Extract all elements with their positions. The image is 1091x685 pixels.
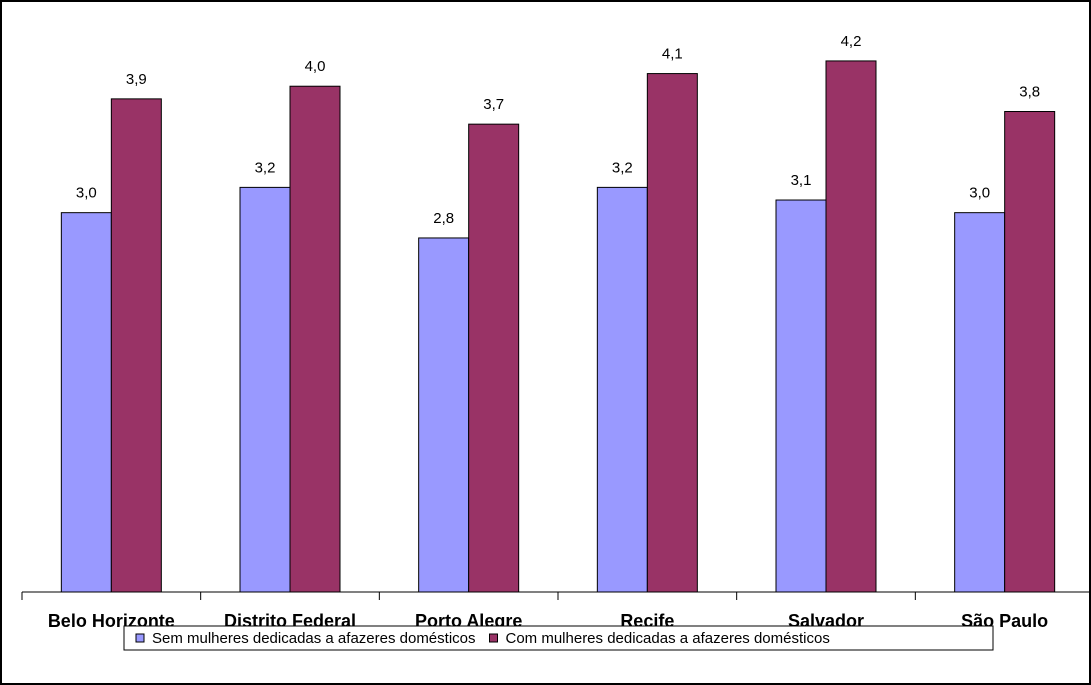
bar [239,186,291,593]
legend-label: Sem mulheres dedicadas a afazeres domést… [152,630,476,647]
bar [646,73,698,593]
value-label: 3,1 [791,172,812,189]
value-label: 3,0 [969,185,990,202]
bar [468,123,520,593]
value-label: 2,8 [433,210,454,227]
value-label: 4,1 [662,46,683,63]
value-label: 3,8 [1019,83,1040,100]
bar [1004,111,1056,593]
legend-box [123,625,994,651]
value-label: 3,2 [255,159,276,176]
bar [825,60,877,593]
bar [596,186,648,593]
value-label: 3,2 [612,159,633,176]
value-label: 4,2 [841,33,862,50]
bar [289,85,341,593]
bar [60,212,112,593]
legend-label: Com mulheres dedicadas a afazeres domést… [506,630,830,647]
legend-marker [135,633,145,643]
value-label: 3,0 [76,185,97,202]
value-label: 3,7 [483,96,504,113]
bar [954,212,1006,593]
bar [110,98,162,593]
legend-marker [489,633,498,643]
bar [418,237,470,593]
bar [775,199,827,593]
value-label: 4,0 [305,58,326,75]
value-label: 3,9 [126,71,147,88]
